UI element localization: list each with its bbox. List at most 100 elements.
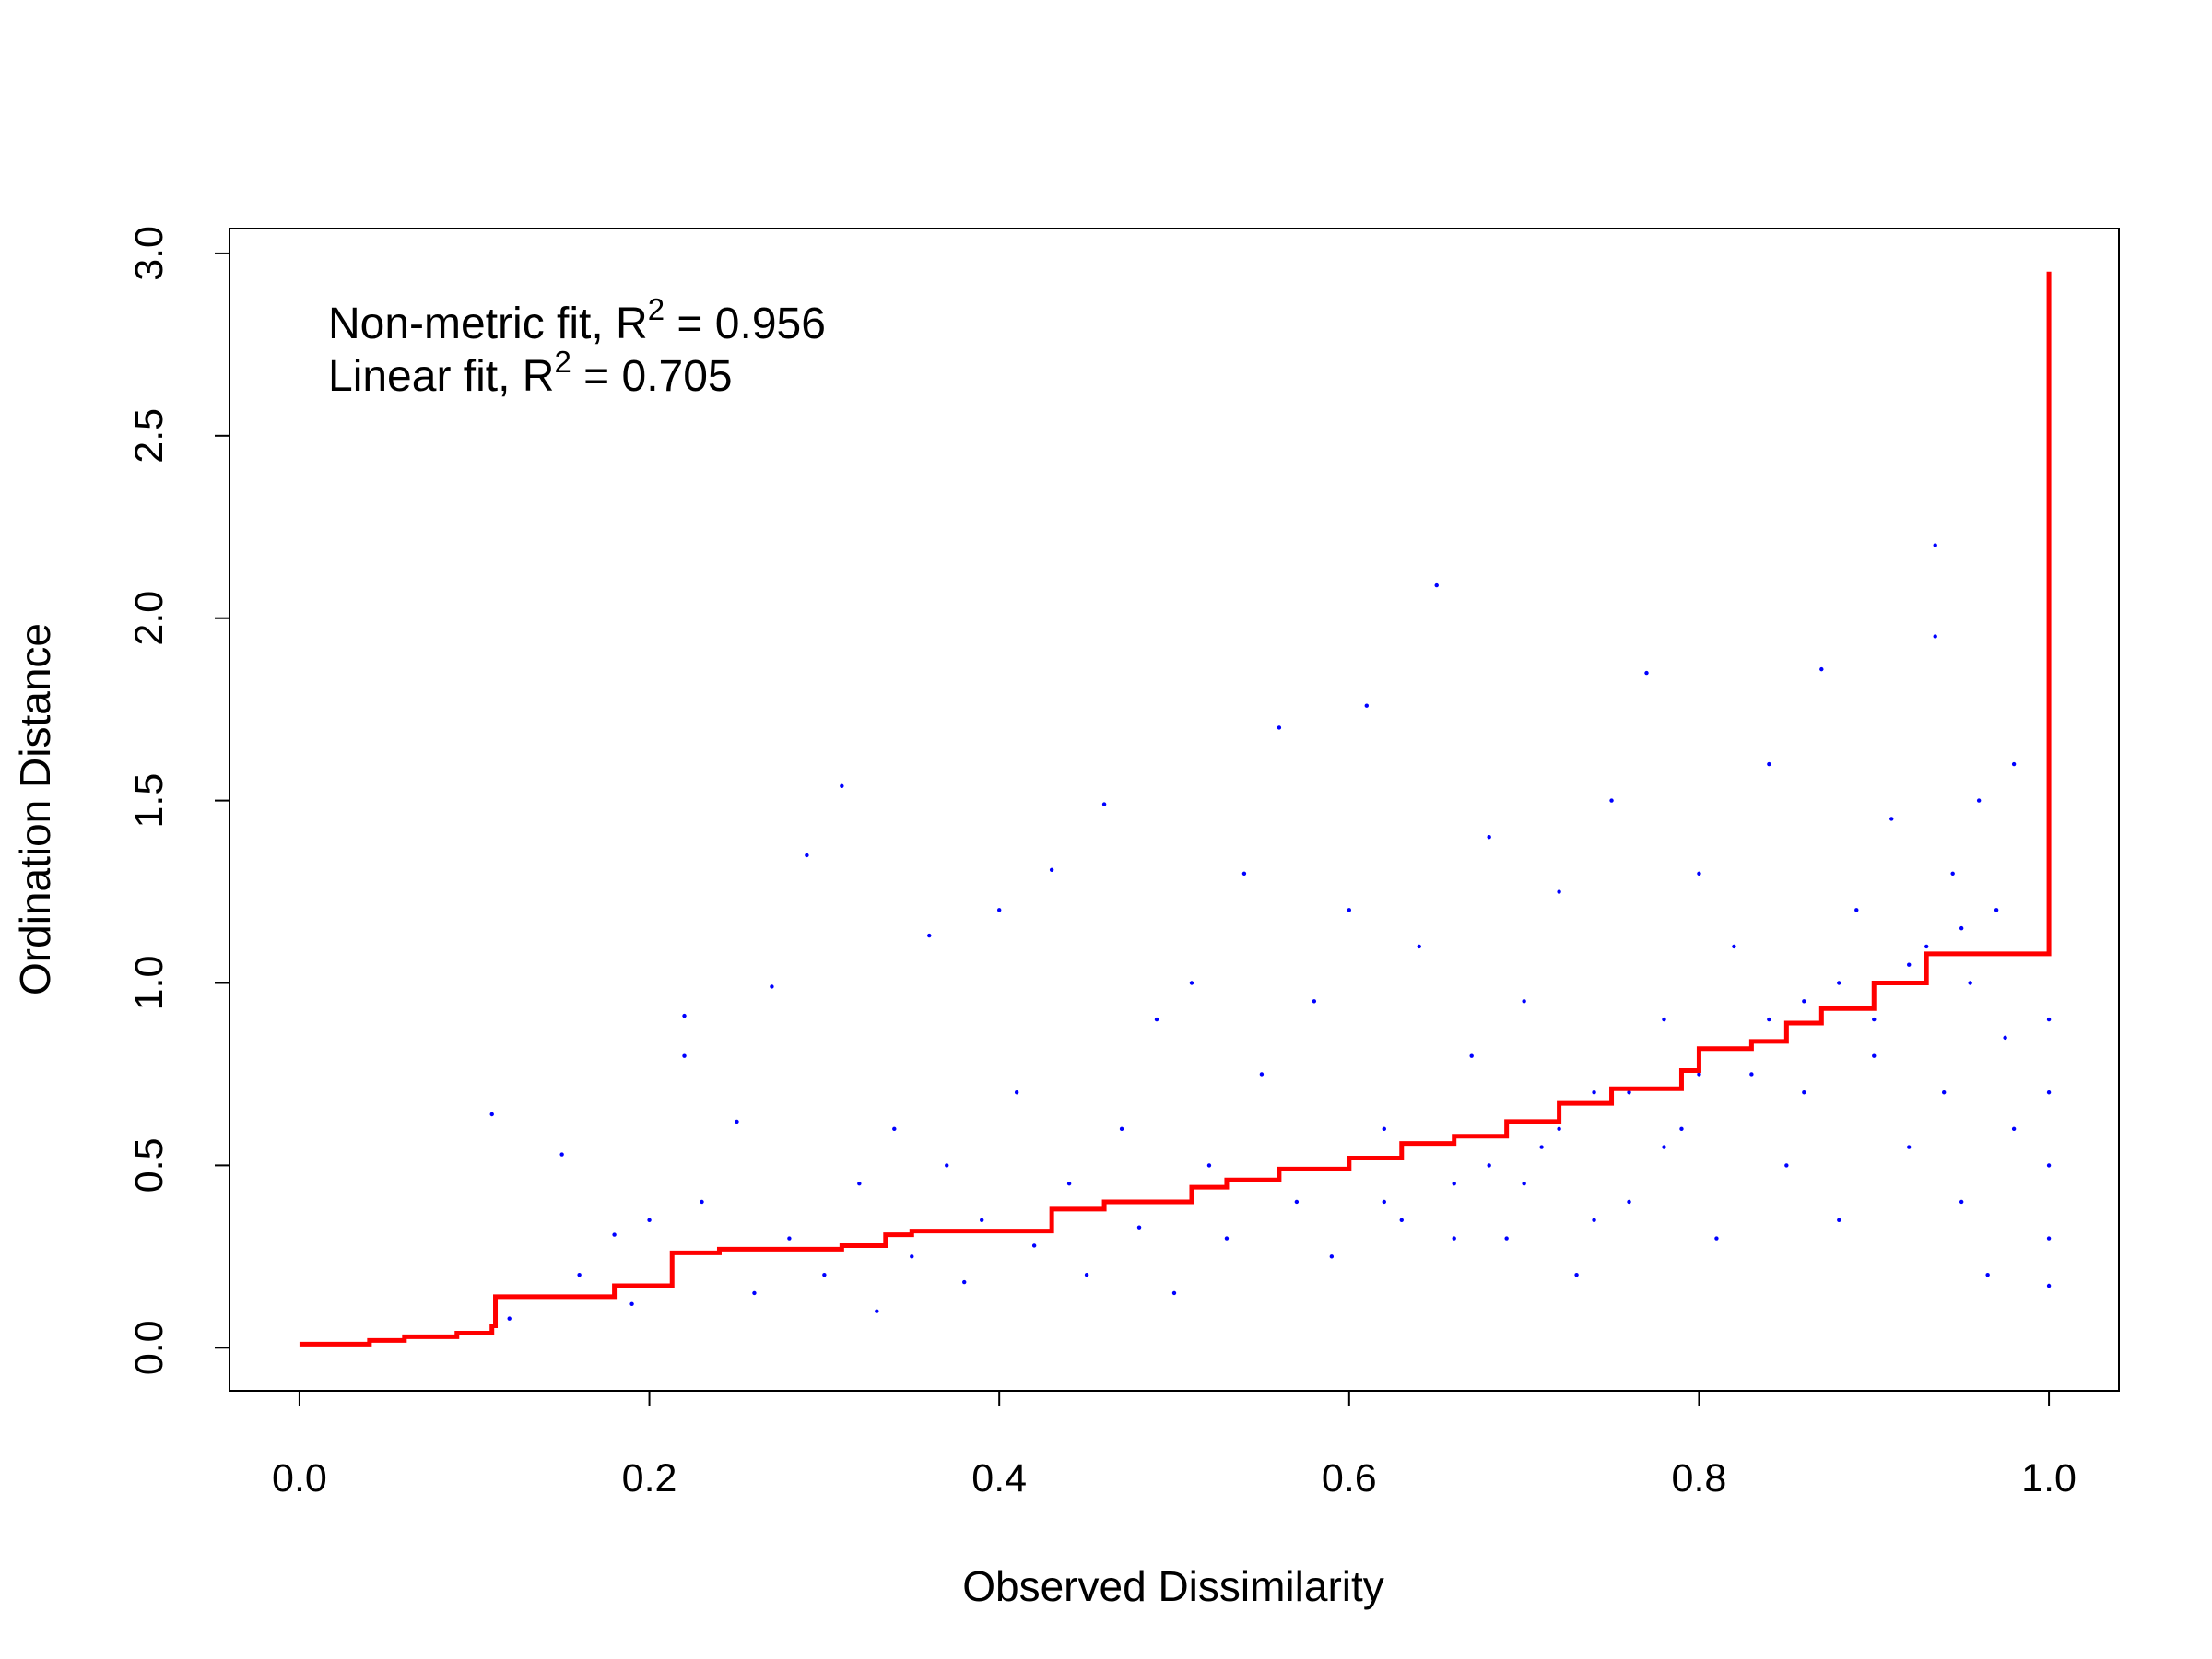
- point: [1968, 981, 1972, 985]
- point: [1066, 1181, 1072, 1186]
- point: [612, 1232, 617, 1237]
- point: [1679, 1126, 1684, 1132]
- point: [1714, 1236, 1719, 1241]
- point: [805, 853, 809, 858]
- point: [1469, 1053, 1474, 1058]
- point: [857, 1181, 862, 1186]
- point: [682, 1013, 687, 1018]
- point: [1872, 1053, 1877, 1058]
- point: [787, 1236, 792, 1241]
- point: [1592, 1218, 1596, 1222]
- point: [2046, 1236, 2052, 1241]
- y-tick-label: 1.0: [127, 956, 171, 1011]
- point: [577, 1272, 582, 1277]
- point: [980, 1218, 984, 1222]
- point: [1697, 1072, 1701, 1077]
- point: [1837, 1218, 1841, 1222]
- point: [1557, 1126, 1561, 1132]
- point: [927, 933, 932, 938]
- point: [1224, 1236, 1230, 1241]
- point: [1592, 1090, 1596, 1095]
- point: [1627, 1199, 1631, 1205]
- fit-line: [299, 271, 2052, 1347]
- point: [1941, 1090, 1947, 1095]
- annotation-value: = 0.956: [665, 300, 826, 348]
- point: [1417, 944, 1421, 949]
- point: [1924, 944, 1929, 949]
- annotation: Linear fit, R2 = 0.705: [328, 345, 733, 401]
- point: [1434, 582, 1439, 588]
- point: [1189, 981, 1194, 985]
- y-tick-label: 3.0: [127, 226, 171, 281]
- point: [1933, 634, 1937, 639]
- point: [507, 1316, 512, 1321]
- point: [629, 1301, 634, 1307]
- x-tick-label: 1.0: [2021, 1456, 2077, 1500]
- point: [1014, 1090, 1019, 1095]
- annotation-superscript: 2: [648, 292, 665, 326]
- y-tick-label: 1.5: [127, 773, 171, 829]
- point: [1557, 889, 1561, 894]
- point: [1487, 1163, 1491, 1168]
- point: [1031, 1243, 1037, 1248]
- point: [1994, 908, 1999, 912]
- point: [1662, 1145, 1666, 1149]
- point: [840, 783, 844, 788]
- point: [1985, 1272, 1990, 1277]
- x-axis-label: Observed Dissimilarity: [962, 1562, 1384, 1610]
- annotation: Non-metric fit, R2 = 0.956: [328, 292, 826, 348]
- point: [1399, 1218, 1404, 1222]
- point: [1259, 1072, 1265, 1077]
- point: [1767, 1017, 1771, 1022]
- point: [2011, 761, 2017, 767]
- point: [1950, 871, 1955, 876]
- point: [1662, 1017, 1666, 1022]
- point: [682, 1053, 687, 1058]
- point: [1487, 834, 1491, 840]
- point: [1294, 1199, 1300, 1205]
- x-tick-label: 0.4: [971, 1456, 1027, 1500]
- x-tick-label: 0.8: [1672, 1456, 1727, 1500]
- point: [1154, 1017, 1159, 1022]
- point: [1933, 543, 1937, 547]
- point: [1364, 703, 1369, 708]
- point: [2046, 1283, 2052, 1288]
- point: [1854, 908, 1859, 912]
- point: [1644, 670, 1649, 676]
- point: [1609, 798, 1614, 803]
- point: [1784, 1163, 1789, 1168]
- point: [1976, 798, 1982, 803]
- point: [1732, 944, 1736, 949]
- point: [1574, 1272, 1579, 1277]
- point: [945, 1163, 949, 1168]
- point: [1522, 1181, 1526, 1186]
- plot-frame: [229, 228, 2120, 1392]
- point: [1452, 1181, 1456, 1186]
- point: [1049, 867, 1054, 873]
- point: [2046, 1090, 2052, 1095]
- point: [735, 1119, 739, 1124]
- point: [1382, 1199, 1386, 1205]
- point: [1084, 1272, 1089, 1277]
- point: [1959, 1199, 1964, 1205]
- point: [1819, 666, 1824, 672]
- x-tick-label: 0.0: [272, 1456, 327, 1500]
- point: [1959, 925, 1964, 931]
- point: [1382, 1126, 1386, 1132]
- point: [1329, 1254, 1335, 1259]
- point: [1277, 725, 1282, 730]
- point: [910, 1254, 914, 1259]
- y-axis-label: Ordination Distance: [11, 623, 59, 995]
- y-tick-label: 2.0: [127, 591, 171, 646]
- point: [1802, 1090, 1806, 1095]
- annotation-text: Linear fit, R: [328, 352, 554, 401]
- point: [1119, 1126, 1124, 1132]
- point: [2046, 1017, 2052, 1022]
- point: [1136, 1225, 1142, 1230]
- point: [1171, 1290, 1177, 1296]
- x-tick-label: 0.2: [622, 1456, 677, 1500]
- point: [1889, 817, 1894, 821]
- point: [1907, 962, 1912, 967]
- point: [2011, 1126, 2017, 1132]
